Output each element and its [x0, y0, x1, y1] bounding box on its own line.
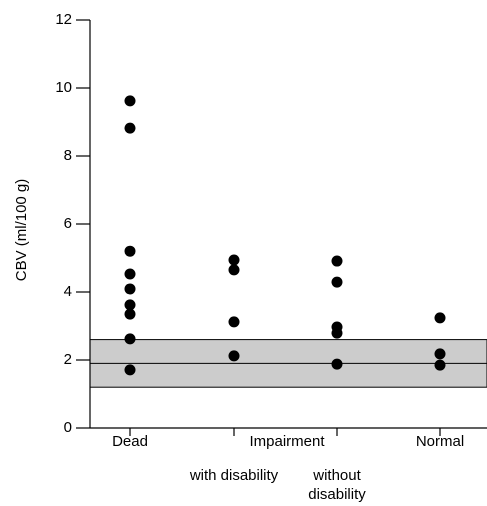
x-tick-label: Normal — [416, 433, 464, 450]
y-tick-label: 2 — [64, 351, 72, 368]
point — [124, 245, 136, 257]
point — [434, 312, 446, 324]
point — [434, 359, 446, 371]
point — [124, 122, 136, 134]
point — [124, 283, 136, 295]
point — [228, 350, 240, 362]
x-tick-label: Dead — [112, 433, 148, 450]
y-tick-label: 4 — [64, 283, 72, 300]
y-axis-label: CBV (ml/100 g) — [13, 179, 30, 282]
point — [228, 254, 240, 266]
x-tick-label: without disability — [308, 467, 366, 503]
point — [124, 308, 136, 320]
y-tick-label: 10 — [55, 79, 72, 96]
point — [228, 316, 240, 328]
point — [124, 268, 136, 280]
point — [331, 327, 343, 339]
y-tick-label: 6 — [64, 215, 72, 232]
x-tick-label: with disability — [189, 467, 279, 484]
point — [124, 364, 136, 376]
point — [124, 299, 136, 311]
point — [228, 264, 240, 276]
group-label: Impairment — [249, 433, 325, 450]
point — [434, 348, 446, 360]
y-tick-label: 8 — [64, 147, 72, 164]
point — [124, 95, 136, 107]
point — [331, 276, 343, 288]
point — [331, 358, 343, 370]
point — [124, 333, 136, 345]
point — [331, 255, 343, 267]
y-tick-label: 12 — [55, 11, 72, 28]
y-tick-label: 0 — [64, 419, 72, 436]
